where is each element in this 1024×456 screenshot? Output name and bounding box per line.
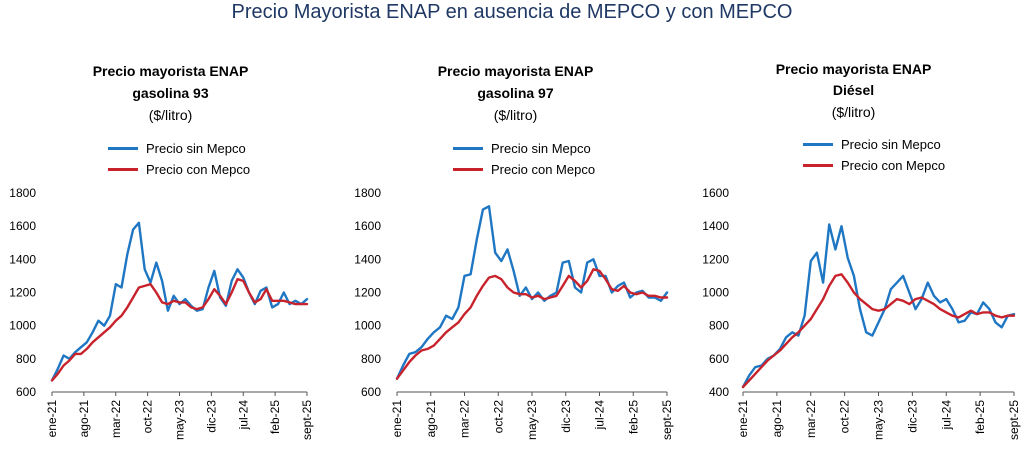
y-tick-label: 1600 (9, 219, 36, 233)
legend-label-sin-mepco: Precio sin Mepco (841, 137, 941, 152)
y-tick-label: 1400 (354, 252, 381, 266)
legend-swatch-sin-mepco (108, 147, 138, 150)
chart-title-line-1: Precio mayorista ENAP (92, 63, 249, 79)
legend-item-sin-mepco: Precio sin Mepco (453, 138, 595, 159)
legend-swatch-con-mepco (803, 164, 833, 167)
legend-label-sin-mepco: Precio sin Mepco (491, 141, 591, 156)
x-tick-label: mar-22 (109, 400, 123, 438)
y-tick-label: 400 (709, 385, 729, 399)
chart-title-line-2: gasolina 97 (477, 85, 554, 101)
x-tick-label: dic-23 (559, 400, 573, 433)
legend-swatch-sin-mepco (453, 147, 483, 150)
y-tick-label: 1000 (354, 319, 381, 333)
x-tick-label: oct-22 (838, 400, 852, 434)
x-tick-label: may-23 (525, 400, 539, 440)
legend-swatch-con-mepco (108, 168, 138, 171)
y-tick-label: 1600 (354, 219, 381, 233)
x-tick-label: feb-25 (268, 400, 282, 434)
x-tick-label: ago-21 (770, 400, 784, 438)
y-tick-label: 1200 (702, 252, 729, 266)
chart-panel-diesel: Precio mayorista ENAP Diésel ($/litro) P… (683, 0, 1024, 456)
y-tick-label: 800 (709, 319, 729, 333)
x-tick-label: sept-25 (660, 400, 674, 440)
y-tick-label: 1600 (702, 186, 729, 200)
x-tick-label: ene-21 (45, 400, 59, 438)
chart-title-line-1: Precio mayorista ENAP (437, 63, 594, 79)
x-tick-label: ene-21 (736, 400, 750, 438)
chart-title-line-2: Diésel (832, 82, 875, 98)
y-tick-label: 1400 (9, 252, 36, 266)
legend-item-con-mepco: Precio con Mepco (108, 159, 250, 180)
legend-swatch-con-mepco (453, 168, 483, 171)
legend-label-con-mepco: Precio con Mepco (491, 162, 596, 177)
legend-item-con-mepco: Precio con Mepco (803, 155, 945, 176)
chart-legend: Precio sin Mepco Precio con Mepco (453, 138, 595, 180)
x-tick-label: mar-22 (458, 400, 472, 438)
y-tick-label: 800 (16, 352, 36, 366)
x-tick-label: jul-24 (593, 400, 607, 431)
y-tick-label: 1000 (9, 319, 36, 333)
legend-swatch-sin-mepco (803, 143, 833, 146)
x-tick-label: sept-25 (1007, 400, 1021, 440)
series-line-sin-mepco (741, 223, 1016, 389)
x-tick-label: may-23 (173, 400, 187, 440)
chart-panel-gasolina-93: Precio mayorista ENAP gasolina 93 ($/lit… (0, 0, 341, 456)
y-tick-label: 1200 (354, 286, 381, 300)
x-tick-label: sept-25 (300, 400, 314, 440)
chart-svg: 1800 1600 1400 1200 1000 800 600 ene-21 ago-21 ma… (354, 186, 674, 440)
chart-legend: Precio sin Mepco Precio con Mepco (108, 138, 250, 180)
series-line-con-mepco (395, 268, 669, 380)
y-tick-label: 800 (361, 352, 381, 366)
y-tick-label: 1400 (702, 219, 729, 233)
x-tick-label: mar-22 (804, 400, 818, 438)
legend-label-con-mepco: Precio con Mepco (841, 158, 946, 173)
legend-item-sin-mepco: Precio sin Mepco (108, 138, 250, 159)
x-tick-label: feb-25 (626, 400, 640, 434)
x-tick-label: oct-22 (141, 400, 155, 434)
chart-panel-gasolina-97: Precio mayorista ENAP gasolina 97 ($/lit… (345, 0, 686, 456)
series-line-sin-mepco (50, 221, 309, 382)
x-tick-label: jul-24 (939, 400, 953, 431)
x-tick-label: dic-23 (204, 400, 218, 433)
x-tick-label: oct-22 (491, 400, 505, 434)
chart-title-line-1: Precio mayorista ENAP (775, 61, 932, 77)
x-tick-label: ago-21 (77, 400, 91, 438)
main-title: Precio Mayorista ENAP en ausencia de MEP… (231, 1, 793, 23)
legend-item-con-mepco: Precio con Mepco (453, 159, 595, 180)
x-tick-label: jul-24 (236, 400, 250, 431)
chart-legend: Precio sin Mepco Precio con Mepco (803, 134, 945, 176)
series-line-sin-mepco (395, 205, 669, 380)
y-tick-label: 1000 (702, 286, 729, 300)
x-tick-label: ene-21 (390, 400, 404, 438)
y-tick-label: 600 (709, 352, 729, 366)
y-tick-label: 600 (16, 385, 36, 399)
chart-svg: 1800 1600 1400 1200 1000 800 600 ene-21 ago-21 ma… (9, 186, 314, 440)
legend-label-con-mepco: Precio con Mepco (146, 162, 251, 177)
chart-unit: ($/litro) (148, 107, 193, 123)
series-line-con-mepco (741, 273, 1016, 389)
x-tick-label: may-23 (872, 400, 886, 440)
x-tick-label: feb-25 (973, 400, 987, 434)
y-tick-label: 600 (361, 385, 381, 399)
series-line-con-mepco (50, 278, 309, 382)
legend-label-sin-mepco: Precio sin Mepco (146, 141, 246, 156)
legend-item-sin-mepco: Precio sin Mepco (803, 134, 945, 155)
y-tick-label: 1200 (9, 286, 36, 300)
x-tick-label: ago-21 (424, 400, 438, 438)
y-tick-label: 1800 (9, 186, 36, 200)
chart-svg: 1600 1400 1200 1000 800 600 400 ene-21 ago-21 mar… (702, 186, 1021, 440)
chart-unit: ($/litro) (493, 107, 538, 123)
x-tick-label: dic-23 (905, 400, 919, 433)
chart-unit: ($/litro) (831, 104, 876, 120)
chart-title-line-2: gasolina 93 (132, 85, 209, 101)
y-tick-label: 1800 (354, 186, 381, 200)
